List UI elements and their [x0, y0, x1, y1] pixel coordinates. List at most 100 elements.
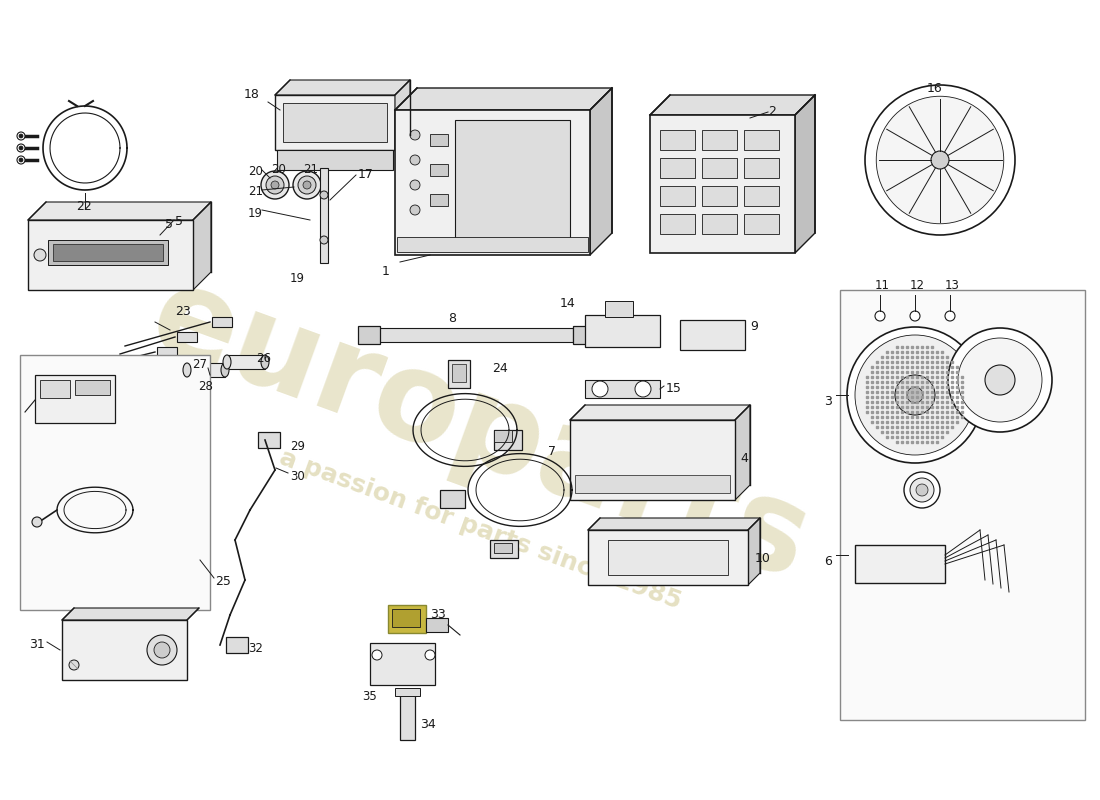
- Text: 26: 26: [256, 352, 271, 365]
- Text: 11: 11: [874, 279, 890, 292]
- Bar: [397, 237, 588, 252]
- Bar: [187, 363, 225, 377]
- Ellipse shape: [221, 363, 229, 377]
- Bar: [490, 540, 518, 558]
- Bar: [744, 130, 779, 150]
- Text: 20: 20: [271, 163, 286, 176]
- Circle shape: [910, 478, 934, 502]
- Bar: [40, 380, 70, 398]
- Text: 28: 28: [198, 380, 213, 393]
- Bar: [275, 95, 395, 150]
- Text: 30: 30: [290, 470, 305, 483]
- Bar: [212, 317, 232, 327]
- Text: 21: 21: [248, 185, 263, 198]
- Text: 17: 17: [358, 168, 374, 181]
- Bar: [455, 120, 570, 240]
- Bar: [440, 490, 465, 508]
- Circle shape: [16, 144, 25, 152]
- Circle shape: [266, 176, 284, 194]
- Text: 6: 6: [824, 555, 832, 568]
- Bar: [855, 545, 945, 583]
- Bar: [702, 186, 737, 206]
- Text: 20: 20: [248, 165, 263, 178]
- Bar: [277, 150, 393, 170]
- Bar: [400, 690, 415, 740]
- Circle shape: [16, 156, 25, 164]
- Polygon shape: [795, 95, 815, 253]
- Bar: [430, 194, 448, 206]
- Text: 32: 32: [248, 642, 263, 655]
- Text: 22: 22: [76, 200, 92, 213]
- Bar: [575, 475, 730, 493]
- Circle shape: [984, 365, 1015, 395]
- Circle shape: [904, 472, 940, 508]
- Bar: [358, 326, 379, 344]
- Bar: [660, 214, 695, 234]
- Bar: [605, 301, 632, 317]
- Circle shape: [948, 328, 1052, 432]
- Circle shape: [410, 130, 420, 140]
- Circle shape: [916, 484, 928, 496]
- Circle shape: [261, 171, 289, 199]
- Ellipse shape: [183, 363, 191, 377]
- Bar: [660, 130, 695, 150]
- Bar: [585, 315, 660, 347]
- Bar: [62, 620, 187, 680]
- Circle shape: [592, 381, 608, 397]
- Circle shape: [271, 181, 279, 189]
- Circle shape: [410, 205, 420, 215]
- Bar: [28, 220, 192, 290]
- Polygon shape: [748, 518, 760, 585]
- Circle shape: [877, 96, 1003, 224]
- Text: 18: 18: [244, 88, 260, 101]
- Polygon shape: [62, 608, 199, 620]
- Circle shape: [958, 338, 1042, 422]
- Text: 16: 16: [927, 82, 943, 95]
- Text: 9: 9: [750, 320, 758, 333]
- Text: 8: 8: [448, 312, 456, 325]
- Ellipse shape: [261, 355, 270, 369]
- Circle shape: [19, 158, 23, 162]
- Bar: [395, 688, 420, 696]
- Circle shape: [293, 171, 321, 199]
- Bar: [388, 605, 426, 633]
- Bar: [650, 115, 795, 253]
- Text: 14: 14: [559, 297, 575, 310]
- Polygon shape: [28, 202, 211, 220]
- Bar: [570, 420, 735, 500]
- Circle shape: [154, 642, 170, 658]
- Polygon shape: [590, 88, 612, 255]
- Text: 5: 5: [165, 218, 173, 231]
- Bar: [840, 290, 1085, 720]
- Bar: [177, 332, 197, 342]
- Circle shape: [69, 660, 79, 670]
- Text: 31: 31: [30, 638, 45, 651]
- Text: 1: 1: [382, 265, 390, 278]
- Text: 13: 13: [945, 279, 960, 292]
- Text: 21: 21: [302, 163, 318, 176]
- Bar: [744, 214, 779, 234]
- Circle shape: [410, 155, 420, 165]
- Text: 35: 35: [363, 690, 377, 703]
- Bar: [75, 380, 110, 395]
- Circle shape: [945, 311, 955, 321]
- Circle shape: [320, 191, 328, 199]
- Polygon shape: [395, 88, 612, 110]
- Circle shape: [910, 311, 920, 321]
- Circle shape: [410, 180, 420, 190]
- Circle shape: [16, 132, 25, 140]
- Polygon shape: [275, 80, 410, 95]
- Text: 3: 3: [824, 395, 832, 408]
- Text: 19: 19: [248, 207, 263, 220]
- Polygon shape: [588, 518, 760, 530]
- Bar: [585, 380, 660, 398]
- Bar: [226, 637, 248, 653]
- Bar: [494, 430, 512, 442]
- Text: 10: 10: [755, 552, 771, 565]
- Bar: [370, 643, 434, 685]
- Circle shape: [908, 387, 923, 403]
- Text: 34: 34: [420, 718, 436, 731]
- Bar: [258, 432, 280, 448]
- Bar: [392, 609, 420, 627]
- Bar: [20, 355, 210, 610]
